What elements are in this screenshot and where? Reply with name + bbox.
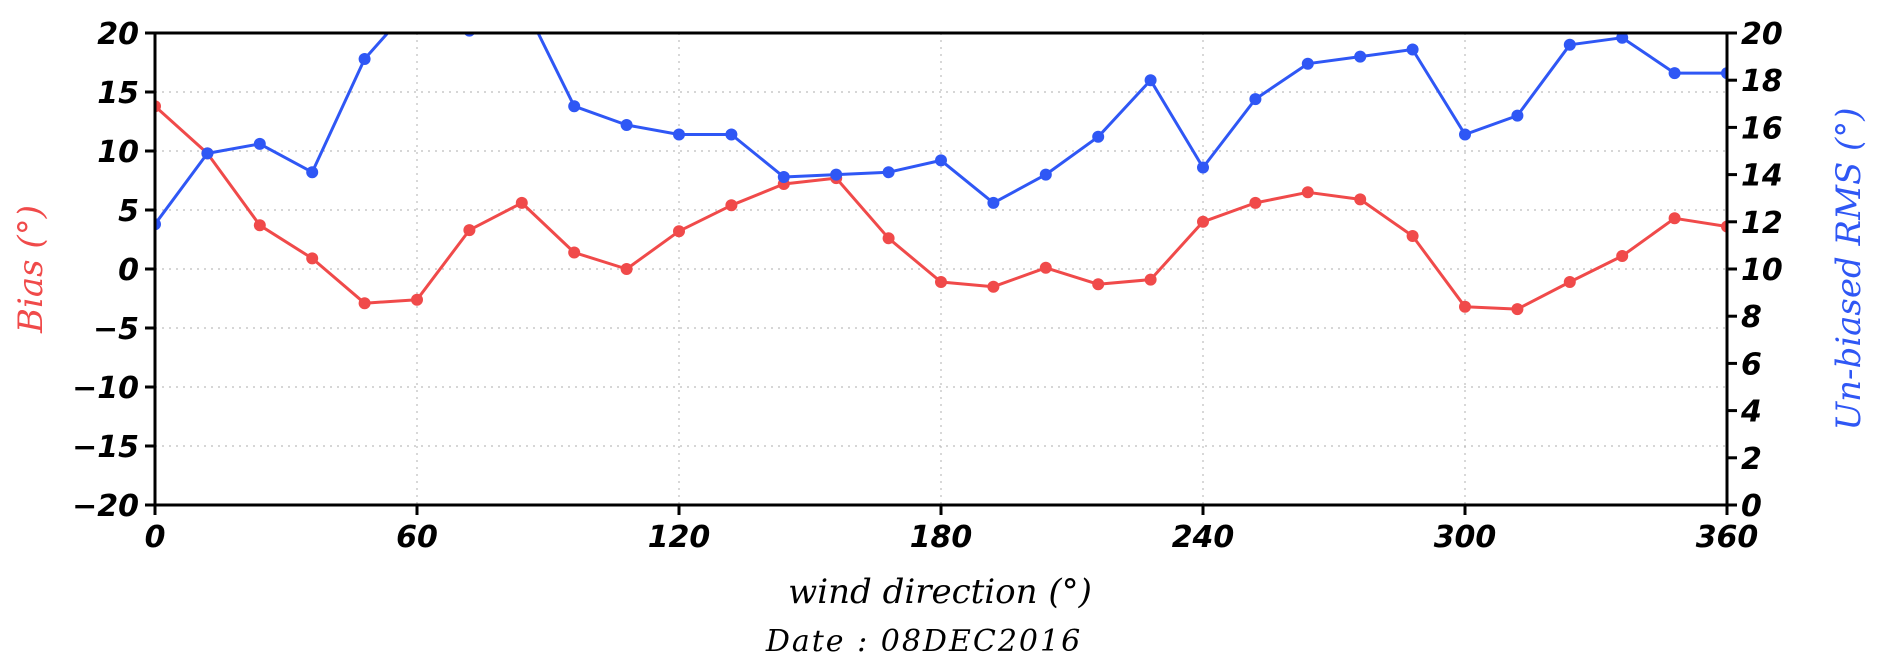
y-tick-label-left: 10 [97, 135, 139, 170]
y-tick-label-left: −15 [72, 430, 139, 465]
data-point-right [1197, 161, 1209, 174]
data-point-left [882, 232, 895, 245]
y-tick-label-left: 0 [118, 253, 139, 288]
x-axis-title: wind direction (°) [788, 572, 1092, 612]
data-point-right [935, 154, 947, 167]
data-point-right [1406, 43, 1419, 56]
data-point-left [411, 293, 423, 306]
data-point-right [411, 0, 423, 6]
data-point-left [1563, 276, 1576, 288]
data-point-right [1092, 130, 1105, 143]
data-point-right [830, 168, 843, 181]
y-tick-label-right: 12 [1741, 206, 1783, 241]
data-point-right [1249, 93, 1262, 106]
series-layer [155, 0, 1727, 316]
data-point-left [1144, 273, 1157, 286]
data-point-right [725, 128, 738, 141]
y-tick-label-left: 15 [97, 76, 139, 111]
x-tick-label: 120 [648, 520, 711, 555]
data-point-left [725, 199, 738, 212]
y-tick-label-right: 14 [1741, 159, 1783, 194]
y-tick-label-left: 5 [118, 194, 139, 229]
data-point-right [673, 128, 685, 141]
data-point-left [673, 225, 685, 238]
data-point-left [987, 280, 1000, 293]
data-point-right [1354, 50, 1367, 63]
data-point-right [1616, 33, 1629, 44]
data-point-right [1144, 74, 1157, 87]
data-point-left [568, 246, 581, 259]
data-point-left [1092, 278, 1105, 291]
x-tick-label: 300 [1434, 520, 1497, 555]
data-point-left [1511, 303, 1524, 316]
y-tick-label-right: 18 [1741, 64, 1783, 99]
data-point-left [463, 224, 476, 237]
data-point-left [1668, 212, 1681, 225]
data-point-right [463, 33, 475, 37]
ticks: 0 60 120 180 240 300 360 −20 −15 −10 −5 0 5 10 15 20 0 2 4… [72, 17, 1783, 555]
data-point-right [358, 53, 371, 65]
data-point-right [516, 0, 528, 6]
data-point-left [620, 263, 633, 275]
y-tick-label-left: 20 [97, 17, 139, 52]
data-point-left [1249, 196, 1262, 209]
y-tick-label-right: 6 [1741, 347, 1762, 382]
data-point-left [1197, 215, 1209, 228]
y-tick-label-left: −20 [72, 489, 139, 524]
data-point-left [1301, 186, 1314, 199]
data-point-right [1563, 38, 1576, 51]
x-tick-label: 60 [396, 520, 438, 555]
data-point-right [1459, 128, 1471, 141]
data-point-left [1039, 261, 1052, 274]
data-point-right [253, 137, 266, 150]
data-point-right [201, 147, 214, 160]
y-tick-label-right: 2 [1741, 442, 1762, 477]
data-point-left [1406, 230, 1419, 242]
data-point-right [1039, 168, 1052, 181]
x-tick-label: 360 [1696, 520, 1759, 555]
y-tick-label-right: 0 [1741, 489, 1762, 524]
data-point-right [568, 100, 581, 113]
data-point-right [777, 171, 790, 183]
data-point-right [306, 166, 319, 179]
data-point-left [306, 252, 319, 265]
y-tick-label-left: −10 [72, 371, 139, 406]
x-tick-label: 180 [910, 520, 973, 555]
x-tick-label: 240 [1172, 520, 1235, 555]
y-axis-title-left: Bias (°) [11, 205, 51, 334]
y-tick-label-right: 10 [1741, 253, 1783, 288]
data-point-left [358, 297, 371, 310]
data-point-left [1354, 193, 1367, 206]
data-point-right [882, 166, 895, 179]
y-tick-label-right: 8 [1741, 300, 1762, 335]
data-point-right [987, 196, 1000, 209]
y-tick-label-right: 16 [1741, 111, 1783, 146]
data-point-left [1616, 250, 1629, 262]
x-tick-label: 0 [145, 520, 166, 555]
data-point-left [253, 219, 266, 232]
data-point-left [935, 276, 947, 288]
y-tick-label-right: 4 [1740, 395, 1762, 430]
date-label: Date : 08DEC2016 [765, 624, 1082, 659]
data-point-right [620, 119, 633, 131]
data-point-left [515, 196, 528, 209]
y-axis-title-right: Un-biased RMS (°) [1829, 107, 1869, 430]
data-point-right [1301, 57, 1314, 70]
y-tick-label-right: 20 [1741, 17, 1783, 52]
data-point-right [1511, 109, 1524, 122]
data-point-left [1459, 300, 1471, 313]
data-point-right [1668, 67, 1681, 80]
grid [155, 33, 1727, 505]
y-tick-label-left: −5 [93, 312, 139, 347]
